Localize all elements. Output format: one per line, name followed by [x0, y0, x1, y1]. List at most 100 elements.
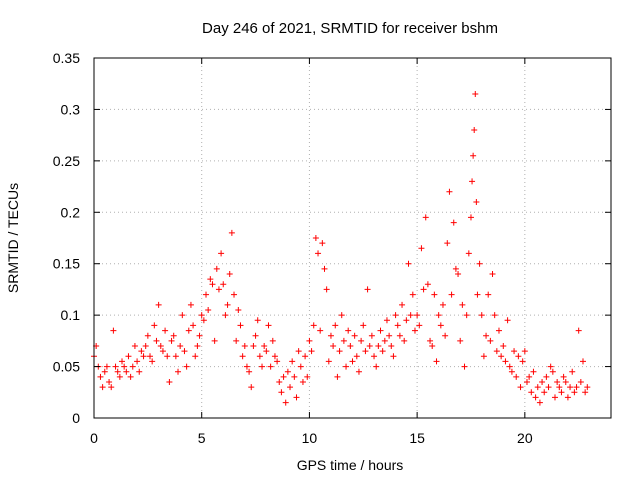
data-point	[349, 358, 356, 365]
data-point	[567, 384, 574, 391]
data-point	[334, 373, 341, 380]
data-point	[233, 337, 240, 344]
y-tick-label: 0	[72, 410, 80, 426]
x-tick-label: 20	[517, 430, 533, 446]
data-point	[489, 271, 496, 277]
data-point	[399, 301, 406, 308]
data-point	[368, 332, 375, 339]
data-point	[203, 291, 210, 298]
data-point	[121, 363, 128, 370]
data-point	[506, 363, 513, 370]
data-point	[556, 384, 563, 391]
data-point	[373, 363, 380, 370]
data-point	[476, 260, 483, 267]
data-point	[166, 379, 173, 385]
data-point	[112, 363, 119, 370]
data-point	[500, 343, 507, 349]
data-point	[282, 399, 289, 406]
data-point	[427, 337, 434, 344]
y-tick-label: 0.05	[53, 359, 80, 375]
data-point	[360, 322, 367, 329]
data-point	[220, 281, 227, 288]
data-point	[211, 337, 218, 344]
data-point	[147, 353, 154, 360]
data-point	[108, 384, 115, 391]
data-point	[168, 337, 175, 344]
data-point	[332, 322, 339, 329]
data-point	[218, 250, 225, 257]
data-point	[543, 373, 550, 380]
data-point	[138, 348, 145, 355]
data-point	[200, 317, 207, 324]
data-point	[411, 327, 418, 334]
data-point	[485, 291, 492, 298]
data-point	[280, 373, 287, 380]
data-point	[248, 384, 255, 391]
data-point	[420, 286, 427, 293]
data-point	[295, 348, 302, 355]
data-point	[383, 317, 390, 324]
data-point	[343, 363, 350, 370]
data-point	[284, 368, 291, 375]
data-point	[461, 363, 468, 370]
data-point	[504, 317, 511, 324]
data-point	[267, 363, 274, 370]
data-point	[198, 312, 205, 319]
data-point	[469, 178, 476, 185]
data-point	[259, 363, 266, 370]
data-point	[364, 286, 371, 293]
data-point	[250, 343, 257, 349]
data-point	[243, 363, 250, 370]
data-point	[467, 214, 474, 221]
data-point	[205, 307, 212, 313]
data-point	[519, 358, 526, 365]
data-point	[379, 348, 386, 355]
data-point	[577, 379, 584, 385]
data-point	[319, 240, 326, 247]
data-point	[573, 384, 580, 391]
data-point	[297, 363, 304, 370]
data-point	[498, 353, 505, 360]
y-tick-label: 0.2	[61, 204, 81, 220]
data-point	[562, 379, 569, 385]
data-point	[539, 379, 546, 385]
data-point	[194, 343, 201, 349]
data-point	[545, 384, 552, 391]
data-point	[418, 245, 425, 252]
data-points	[91, 91, 591, 406]
data-point	[155, 301, 162, 308]
data-point	[276, 379, 283, 385]
data-point	[239, 353, 246, 360]
data-point	[213, 265, 220, 272]
data-point	[336, 348, 343, 355]
data-point	[439, 301, 446, 308]
data-point	[101, 368, 108, 375]
data-point	[254, 317, 261, 324]
data-point	[153, 337, 160, 344]
data-point	[140, 353, 147, 360]
data-point	[327, 332, 334, 339]
data-point	[366, 343, 373, 349]
data-point	[564, 394, 571, 401]
data-point	[584, 384, 591, 391]
data-point	[355, 368, 362, 375]
data-point	[358, 337, 365, 344]
x-tick-label: 5	[198, 430, 206, 446]
data-point	[465, 250, 472, 257]
data-point	[347, 343, 354, 349]
data-point	[575, 327, 582, 334]
data-point	[478, 312, 485, 319]
data-point	[116, 373, 123, 380]
data-point	[392, 312, 399, 319]
data-point	[401, 337, 408, 344]
data-point	[131, 343, 138, 349]
data-point	[196, 332, 203, 339]
data-point	[315, 250, 322, 257]
data-point	[246, 368, 253, 375]
data-point	[463, 312, 470, 319]
data-point	[164, 353, 171, 360]
data-point	[502, 358, 509, 365]
data-point	[114, 368, 121, 375]
data-point	[302, 353, 309, 360]
data-point	[299, 379, 306, 385]
